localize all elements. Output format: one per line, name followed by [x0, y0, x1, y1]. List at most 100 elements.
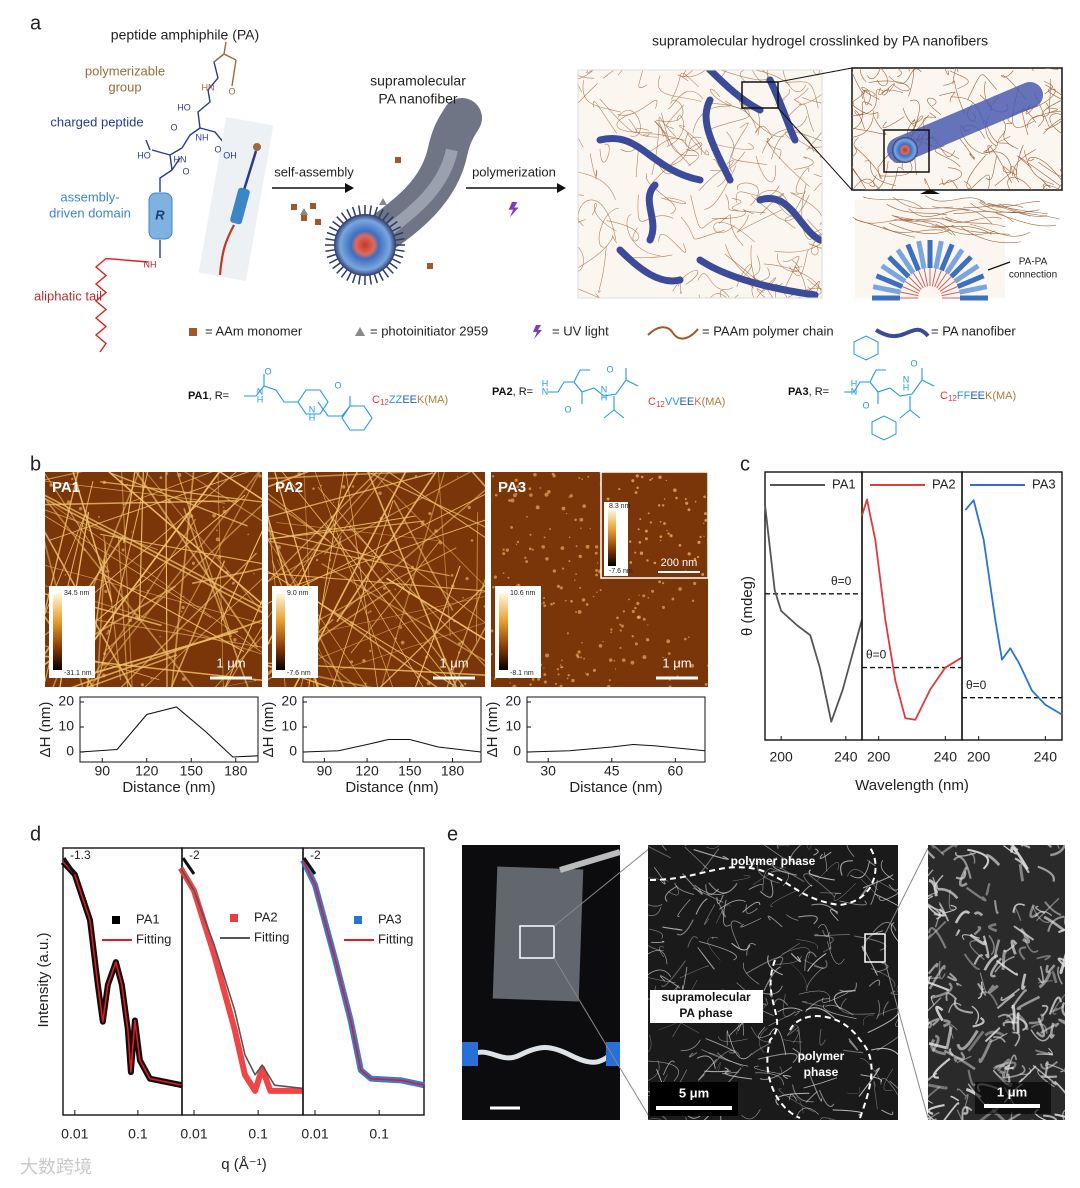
pa-molecule [953, 263, 980, 284]
sem-fiber [793, 1024, 800, 1044]
sem-fiber [796, 1029, 801, 1054]
sequence-part: EE [970, 390, 985, 402]
sem-fiber [961, 1106, 973, 1120]
sem-fiber [1018, 863, 1025, 882]
y-tick-label: 10 [281, 718, 297, 734]
sem-fiber [1064, 1066, 1065, 1073]
pa-tail [900, 291, 919, 297]
sem-fiber [1061, 1002, 1065, 1017]
afm-grain [470, 539, 474, 542]
x-tick-label: 60 [668, 763, 684, 779]
legend-aam [189, 328, 197, 336]
afm-fiber [214, 635, 262, 687]
sem-fiber [840, 860, 853, 876]
paam-chain [705, 293, 727, 298]
afm-grain [677, 661, 681, 665]
afm-fiber [45, 535, 124, 656]
paam-chain [1031, 107, 1059, 119]
hydrogel-film [492, 866, 584, 1002]
slope-label: -2 [310, 848, 321, 862]
afm-fiber [104, 503, 262, 653]
atom-label: O [334, 380, 341, 390]
legend-label: PA3 [1032, 476, 1056, 491]
pa-tail [908, 276, 922, 290]
afm-fiber [321, 563, 485, 662]
sem-fiber [724, 1070, 753, 1080]
connection-label: PA-PA [1019, 257, 1048, 268]
x-tick-label: 0.01 [180, 1126, 207, 1142]
paam-chain [882, 226, 943, 233]
sem-fiber [921, 1069, 924, 1075]
sem-fiber [731, 942, 751, 951]
afm-fiber [225, 626, 262, 687]
sem-fiber [665, 825, 689, 843]
afm-grain [159, 635, 161, 638]
afm-grain [539, 487, 542, 489]
afm-grain [529, 533, 532, 536]
pa-title: peptide amphiphile (PA) [111, 27, 259, 43]
afm-fiber [52, 504, 262, 653]
paam-chain [793, 156, 814, 170]
sem-fiber [742, 901, 761, 913]
sequence-part: 12 [948, 394, 957, 403]
sem-fiber [1062, 1109, 1065, 1120]
afm-grain [631, 609, 635, 614]
pa-molecule [956, 273, 985, 289]
sem-fiber [809, 1074, 823, 1102]
paam-chain [852, 99, 854, 109]
paam-chain [852, 110, 875, 138]
paam-chain [795, 167, 810, 194]
paam-chain [939, 91, 956, 103]
atom-label: NH [196, 132, 209, 142]
afm-grain [225, 570, 229, 575]
x-tick-label: 200 [769, 749, 793, 765]
nanofiber-title: PA nanofiber [378, 91, 457, 107]
afm-grain [528, 487, 532, 491]
paam-chain [872, 182, 882, 190]
afm-grain [613, 660, 616, 662]
sem-fiber [874, 962, 889, 973]
atom-label: H [542, 378, 549, 388]
afm-grain [371, 553, 374, 556]
phase-label: polymer [798, 1049, 845, 1063]
paam-chain [599, 144, 610, 163]
fiber-spike [358, 205, 362, 216]
sem-fiber [668, 885, 679, 896]
paam-chain [582, 80, 621, 113]
legend-label: Fitting [136, 931, 171, 946]
paam-chain [994, 166, 1012, 186]
legend-entry: = UV light [552, 323, 609, 338]
paam-chain [578, 199, 617, 241]
afm-fiber [323, 472, 390, 555]
afm-grain [560, 546, 565, 550]
afm-grain [684, 637, 687, 641]
paam-chain [890, 166, 905, 190]
sem-fiber [648, 945, 664, 951]
sem-fiber [928, 1017, 940, 1027]
sem-fiber [1018, 946, 1027, 961]
afm-grain [537, 677, 541, 681]
sem-fiber [821, 992, 848, 1003]
y-axis-label: ΔH (nm) [484, 702, 501, 758]
afm-grain [315, 558, 319, 562]
variant-label: PA3, R= [788, 386, 829, 398]
sem-fiber [1064, 916, 1065, 926]
paam-chain [1039, 177, 1051, 190]
afm-grain [595, 573, 598, 577]
y-tick-label: 10 [505, 718, 521, 734]
afm-grain [350, 660, 354, 664]
afm-grain [102, 480, 107, 485]
afm-grain [571, 678, 575, 683]
afm-grain [442, 657, 447, 662]
pa-molecule [933, 240, 944, 270]
afm-grain [222, 506, 225, 509]
afm-fiber [169, 472, 261, 640]
paam-chain [785, 81, 819, 109]
sem-fiber [1054, 1080, 1065, 1094]
y-axis-label: θ (mdeg) [739, 576, 756, 636]
sem-fiber [1016, 1012, 1020, 1034]
afm-grain [578, 554, 582, 559]
pa-molecule [949, 255, 973, 279]
afm-grain [561, 567, 565, 570]
afm-fiber [45, 564, 262, 624]
